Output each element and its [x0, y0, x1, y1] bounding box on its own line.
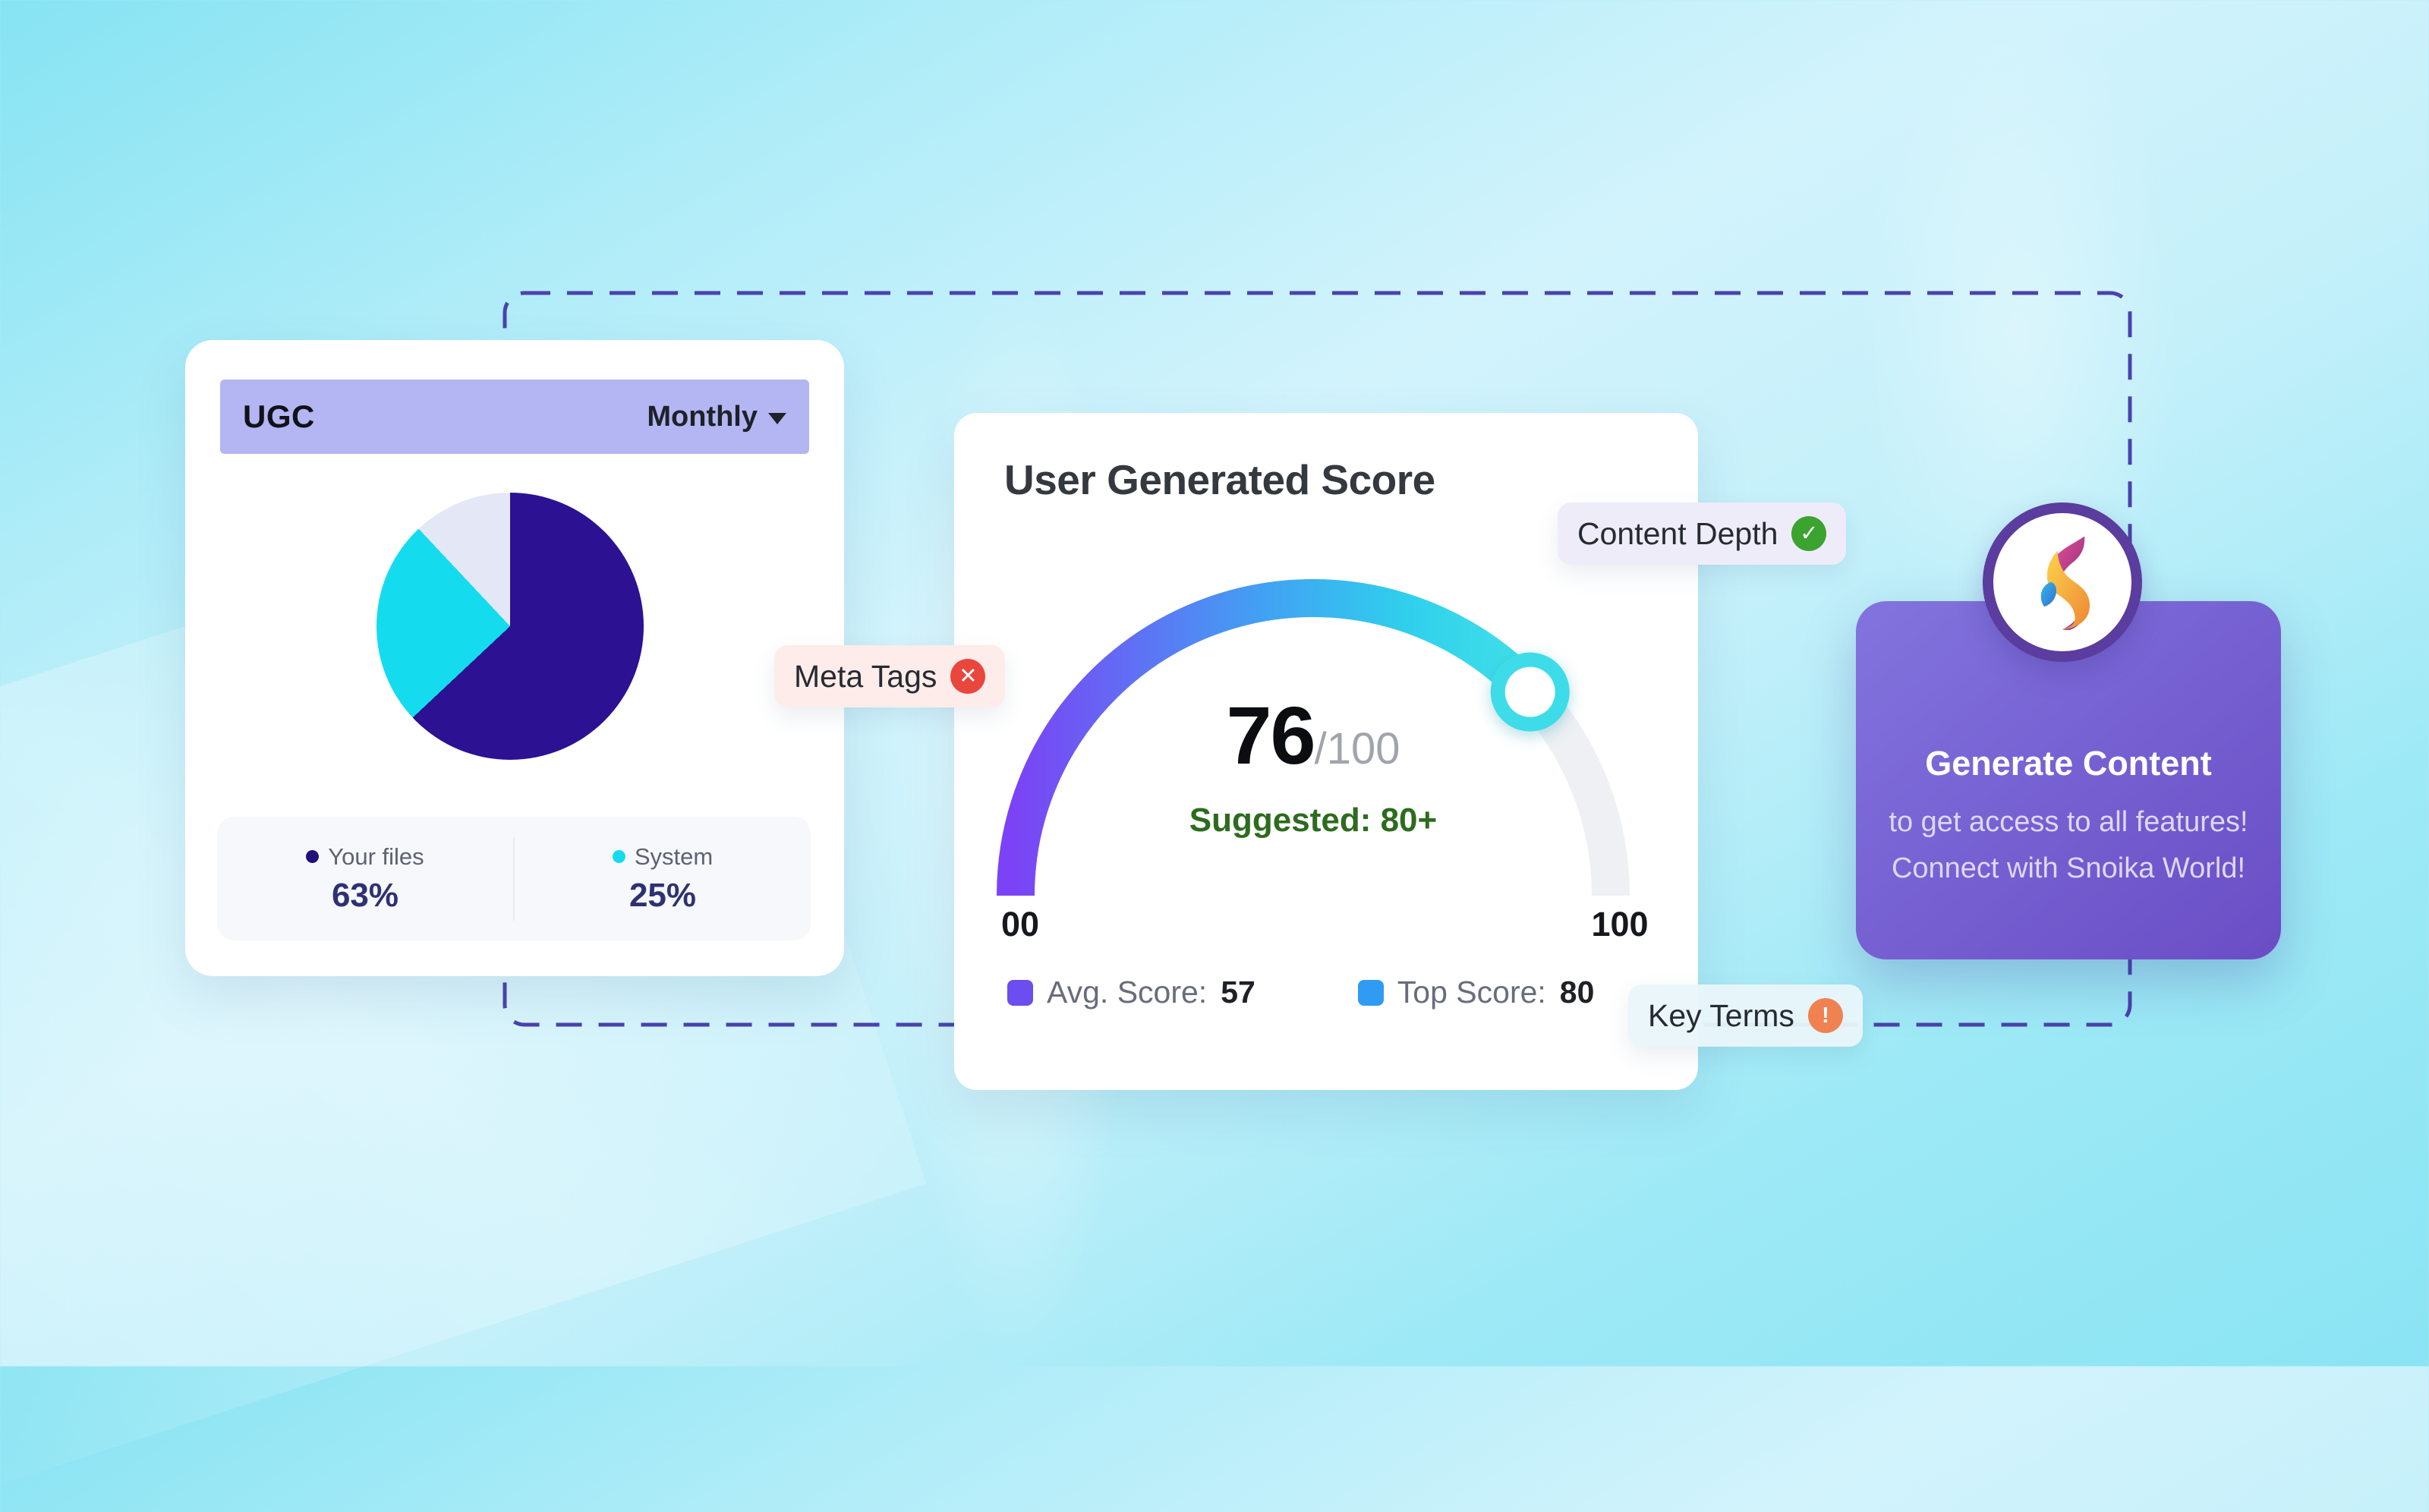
legend-item-your-files: Your files 63%	[217, 843, 513, 915]
chevron-down-icon	[768, 412, 786, 424]
suggested-score: Suggested: 80+	[1189, 802, 1438, 839]
avg-score-color-swatch	[1007, 979, 1033, 1006]
score-denominator: /100	[1314, 724, 1400, 773]
period-dropdown[interactable]: Monthly	[647, 401, 786, 433]
promo-line-2: Connect with Snoika World!	[1891, 852, 2246, 884]
key-terms-label: Key Terms	[1648, 997, 1794, 1033]
promo-title: Generate Content	[1925, 744, 2212, 783]
system-label: System	[634, 843, 714, 870]
your-files-label: Your files	[328, 843, 424, 870]
score-legend: Avg. Score: 57 Top Score: 80	[1007, 975, 1594, 1010]
ugc-card: UGC Monthly Your files 63% System 25%	[185, 340, 844, 976]
success-check-icon: ✓	[1791, 516, 1827, 551]
avg-score-label: Avg. Score:	[1047, 975, 1208, 1010]
key-terms-pill: Key Terms !	[1628, 984, 1863, 1047]
score-value: 76	[1226, 689, 1315, 781]
meta-tags-label: Meta Tags	[794, 658, 937, 694]
ugc-card-header: UGC Monthly	[220, 380, 809, 454]
warning-exclamation-icon: !	[1807, 998, 1843, 1033]
legend-item-top-score: Top Score: 80	[1357, 975, 1595, 1010]
error-x-icon: ✕	[950, 659, 986, 694]
pie-legend: Your files 63% System 25%	[217, 817, 811, 940]
your-files-value: 63%	[331, 876, 399, 914]
meta-tags-pill: Meta Tags ✕	[774, 645, 1006, 707]
avg-score-value: 57	[1221, 975, 1255, 1010]
promo-line-1: to get access to all features!	[1889, 806, 2248, 838]
legend-divider	[513, 836, 515, 921]
content-depth-pill: Content Depth ✓	[1558, 502, 1847, 565]
pie-chart	[376, 493, 644, 760]
top-score-color-swatch	[1357, 979, 1384, 1006]
top-score-label: Top Score:	[1397, 975, 1546, 1010]
top-score-value: 80	[1559, 975, 1595, 1010]
legend-item-system: System 25%	[515, 843, 811, 915]
gauge-knob-center	[1504, 666, 1555, 717]
gauge-scale-start: 00	[1000, 905, 1040, 943]
legend-item-avg-score: Avg. Score: 57	[1007, 975, 1255, 1010]
system-value: 25%	[629, 876, 697, 914]
period-dropdown-label: Monthly	[647, 400, 758, 433]
snoika-logo-badge	[1983, 502, 2142, 662]
score-card-title: User Generated Score	[1004, 456, 1435, 503]
system-color-dot	[612, 850, 625, 863]
ugc-card-title: UGC	[243, 398, 315, 434]
your-files-color-dot	[306, 850, 320, 863]
score-readout: 76/100	[954, 688, 1672, 783]
gauge-scale-end: 100	[1591, 905, 1649, 943]
snoika-flame-logo-icon	[2040, 536, 2090, 630]
content-depth-label: Content Depth	[1577, 515, 1778, 551]
